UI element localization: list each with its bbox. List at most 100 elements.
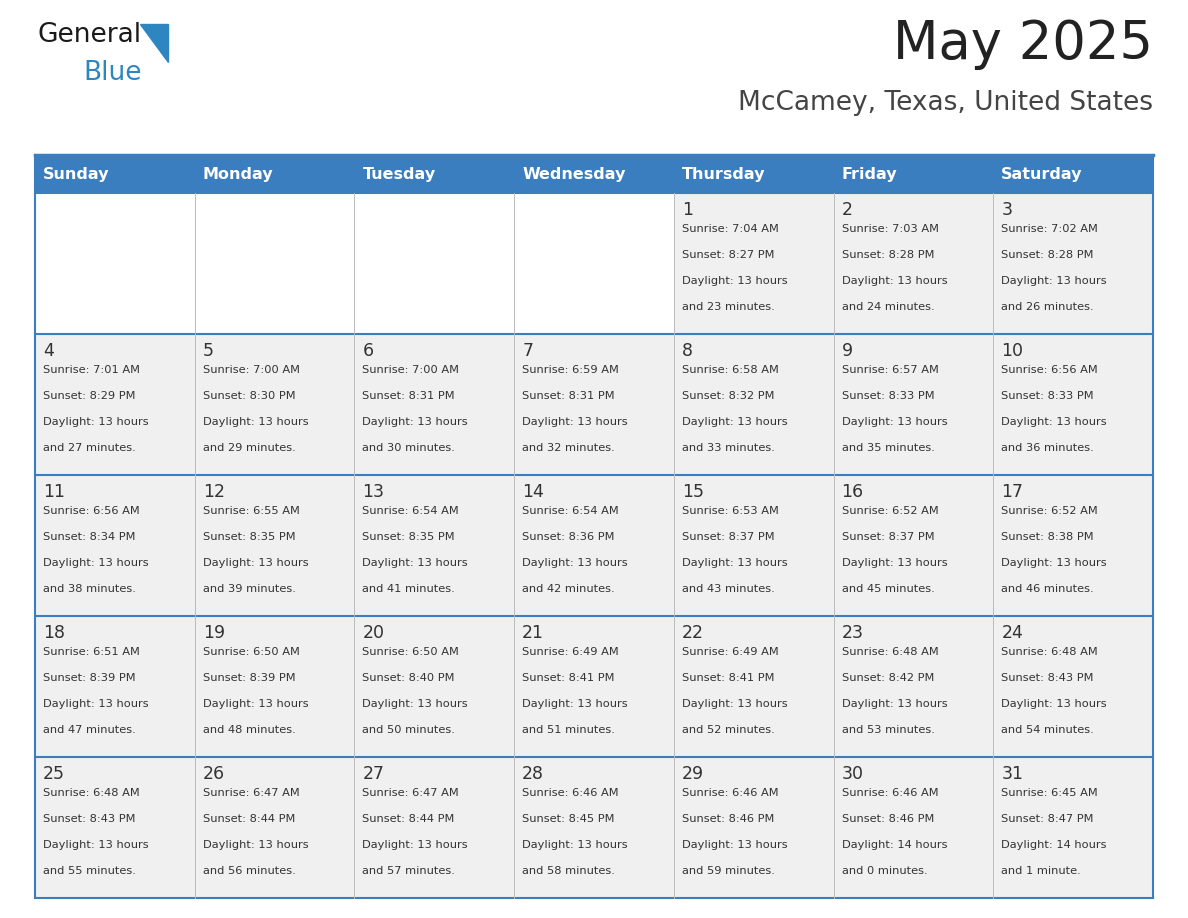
Text: Sunrise: 7:04 AM: Sunrise: 7:04 AM — [682, 224, 778, 234]
Text: and 43 minutes.: and 43 minutes. — [682, 584, 775, 594]
Text: 19: 19 — [203, 623, 225, 642]
FancyBboxPatch shape — [674, 616, 834, 757]
Text: Sunrise: 6:49 AM: Sunrise: 6:49 AM — [682, 647, 778, 657]
Text: Sunday: Sunday — [43, 166, 109, 182]
Text: Sunset: 8:45 PM: Sunset: 8:45 PM — [523, 814, 614, 824]
Text: Sunset: 8:33 PM: Sunset: 8:33 PM — [1001, 391, 1094, 401]
FancyBboxPatch shape — [34, 155, 195, 193]
Text: Daylight: 13 hours: Daylight: 13 hours — [43, 417, 148, 427]
Text: Daylight: 13 hours: Daylight: 13 hours — [523, 558, 627, 568]
Text: Sunset: 8:38 PM: Sunset: 8:38 PM — [1001, 532, 1094, 543]
Text: and 56 minutes.: and 56 minutes. — [203, 867, 296, 877]
Text: Daylight: 13 hours: Daylight: 13 hours — [43, 840, 148, 850]
Text: Monday: Monday — [203, 166, 273, 182]
Text: Daylight: 14 hours: Daylight: 14 hours — [841, 840, 947, 850]
Text: May 2025: May 2025 — [893, 18, 1154, 70]
Text: Sunrise: 6:47 AM: Sunrise: 6:47 AM — [203, 788, 299, 798]
Text: 28: 28 — [523, 765, 544, 783]
FancyBboxPatch shape — [834, 155, 993, 193]
Text: Sunset: 8:27 PM: Sunset: 8:27 PM — [682, 250, 775, 260]
Text: Daylight: 13 hours: Daylight: 13 hours — [1001, 417, 1107, 427]
FancyBboxPatch shape — [834, 616, 993, 757]
FancyBboxPatch shape — [514, 193, 674, 334]
Text: Sunrise: 6:48 AM: Sunrise: 6:48 AM — [841, 647, 939, 657]
FancyBboxPatch shape — [674, 757, 834, 898]
Text: Sunrise: 7:00 AM: Sunrise: 7:00 AM — [203, 365, 299, 375]
Text: 9: 9 — [841, 341, 853, 360]
Text: Sunset: 8:39 PM: Sunset: 8:39 PM — [43, 673, 135, 683]
Text: Sunset: 8:36 PM: Sunset: 8:36 PM — [523, 532, 614, 543]
Text: Sunset: 8:46 PM: Sunset: 8:46 PM — [841, 814, 934, 824]
Text: Sunrise: 7:03 AM: Sunrise: 7:03 AM — [841, 224, 939, 234]
FancyBboxPatch shape — [834, 193, 993, 334]
FancyBboxPatch shape — [354, 155, 514, 193]
FancyBboxPatch shape — [354, 475, 514, 616]
Text: Sunset: 8:44 PM: Sunset: 8:44 PM — [203, 814, 295, 824]
FancyBboxPatch shape — [354, 193, 514, 334]
Text: Daylight: 13 hours: Daylight: 13 hours — [43, 700, 148, 710]
Text: Daylight: 13 hours: Daylight: 13 hours — [682, 840, 788, 850]
Text: 5: 5 — [203, 341, 214, 360]
Text: 25: 25 — [43, 765, 65, 783]
FancyBboxPatch shape — [834, 475, 993, 616]
Text: Daylight: 13 hours: Daylight: 13 hours — [841, 558, 947, 568]
Text: and 45 minutes.: and 45 minutes. — [841, 584, 934, 594]
Text: and 47 minutes.: and 47 minutes. — [43, 725, 135, 735]
Text: Sunset: 8:31 PM: Sunset: 8:31 PM — [362, 391, 455, 401]
Text: Daylight: 13 hours: Daylight: 13 hours — [841, 700, 947, 710]
Text: Wednesday: Wednesday — [523, 166, 626, 182]
FancyBboxPatch shape — [514, 475, 674, 616]
Text: Daylight: 13 hours: Daylight: 13 hours — [362, 558, 468, 568]
Text: Sunset: 8:35 PM: Sunset: 8:35 PM — [362, 532, 455, 543]
Text: Sunrise: 6:59 AM: Sunrise: 6:59 AM — [523, 365, 619, 375]
Text: and 41 minutes.: and 41 minutes. — [362, 584, 455, 594]
Text: 11: 11 — [43, 483, 65, 500]
Text: Sunrise: 6:46 AM: Sunrise: 6:46 AM — [523, 788, 619, 798]
Text: Daylight: 13 hours: Daylight: 13 hours — [682, 276, 788, 286]
Text: Sunrise: 6:56 AM: Sunrise: 6:56 AM — [43, 506, 140, 516]
Text: Sunrise: 6:54 AM: Sunrise: 6:54 AM — [362, 506, 460, 516]
FancyBboxPatch shape — [674, 475, 834, 616]
Text: Daylight: 13 hours: Daylight: 13 hours — [203, 558, 309, 568]
Text: and 27 minutes.: and 27 minutes. — [43, 443, 135, 453]
Text: and 54 minutes.: and 54 minutes. — [1001, 725, 1094, 735]
FancyBboxPatch shape — [354, 334, 514, 475]
Text: and 36 minutes.: and 36 minutes. — [1001, 443, 1094, 453]
FancyBboxPatch shape — [993, 757, 1154, 898]
Text: Daylight: 13 hours: Daylight: 13 hours — [203, 840, 309, 850]
FancyBboxPatch shape — [674, 334, 834, 475]
Text: 16: 16 — [841, 483, 864, 500]
FancyBboxPatch shape — [993, 334, 1154, 475]
Text: Sunset: 8:40 PM: Sunset: 8:40 PM — [362, 673, 455, 683]
Text: Sunrise: 6:48 AM: Sunrise: 6:48 AM — [43, 788, 140, 798]
Text: and 24 minutes.: and 24 minutes. — [841, 302, 934, 312]
Text: Sunset: 8:34 PM: Sunset: 8:34 PM — [43, 532, 135, 543]
Text: Daylight: 13 hours: Daylight: 13 hours — [203, 700, 309, 710]
Text: Daylight: 13 hours: Daylight: 13 hours — [523, 840, 627, 850]
Text: Sunrise: 6:49 AM: Sunrise: 6:49 AM — [523, 647, 619, 657]
Text: Daylight: 13 hours: Daylight: 13 hours — [362, 417, 468, 427]
Text: and 48 minutes.: and 48 minutes. — [203, 725, 296, 735]
Text: and 51 minutes.: and 51 minutes. — [523, 725, 615, 735]
Text: Sunrise: 6:46 AM: Sunrise: 6:46 AM — [682, 788, 778, 798]
Text: Sunrise: 6:51 AM: Sunrise: 6:51 AM — [43, 647, 140, 657]
Text: Thursday: Thursday — [682, 166, 765, 182]
FancyBboxPatch shape — [993, 616, 1154, 757]
Text: Sunset: 8:41 PM: Sunset: 8:41 PM — [682, 673, 775, 683]
Text: Sunrise: 6:45 AM: Sunrise: 6:45 AM — [1001, 788, 1098, 798]
Text: and 35 minutes.: and 35 minutes. — [841, 443, 935, 453]
Text: Sunrise: 6:50 AM: Sunrise: 6:50 AM — [362, 647, 460, 657]
Text: Sunset: 8:35 PM: Sunset: 8:35 PM — [203, 532, 296, 543]
Text: Sunrise: 6:46 AM: Sunrise: 6:46 AM — [841, 788, 939, 798]
Text: Sunset: 8:39 PM: Sunset: 8:39 PM — [203, 673, 296, 683]
Text: and 29 minutes.: and 29 minutes. — [203, 443, 296, 453]
Text: 12: 12 — [203, 483, 225, 500]
FancyBboxPatch shape — [834, 757, 993, 898]
Text: Sunset: 8:44 PM: Sunset: 8:44 PM — [362, 814, 455, 824]
Text: Daylight: 13 hours: Daylight: 13 hours — [1001, 700, 1107, 710]
FancyBboxPatch shape — [34, 757, 195, 898]
Text: Daylight: 13 hours: Daylight: 13 hours — [682, 700, 788, 710]
Text: Daylight: 13 hours: Daylight: 13 hours — [362, 840, 468, 850]
Text: and 46 minutes.: and 46 minutes. — [1001, 584, 1094, 594]
FancyBboxPatch shape — [354, 616, 514, 757]
